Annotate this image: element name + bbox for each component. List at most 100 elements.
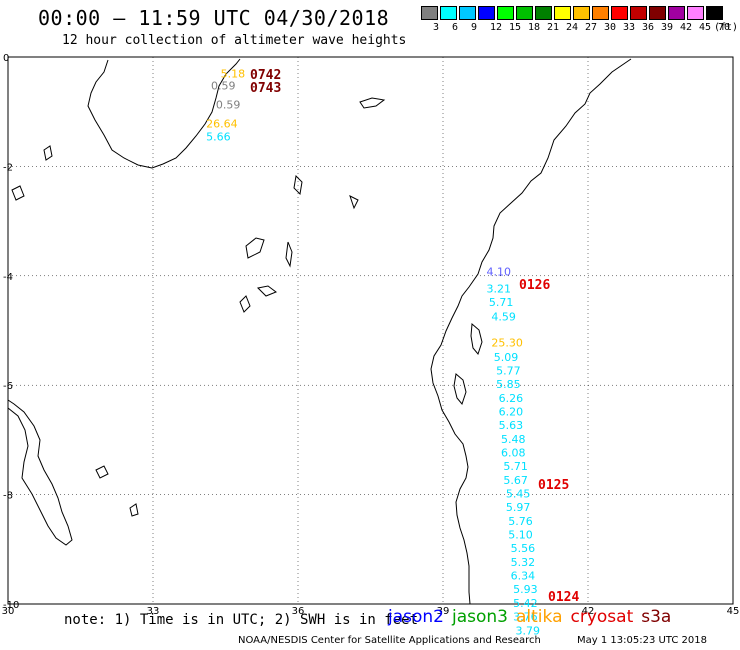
legend-label: 45 <box>699 22 712 33</box>
lat-tick-label: -8 <box>3 491 13 502</box>
wave-height-value: 5.56 <box>511 542 535 555</box>
wave-height-value: 4.10 <box>487 265 512 278</box>
island-small-f <box>95 465 109 479</box>
wave-height-value: 6.34 <box>511 570 535 583</box>
credit-line: NOAA/NESDIS Center for Satellite Applica… <box>238 635 541 646</box>
island-small-g <box>129 503 139 517</box>
legend-swatch <box>459 6 476 20</box>
legend-swatch <box>440 6 457 20</box>
island-small-i <box>11 185 25 201</box>
lon-tick-label: 45 <box>727 606 740 617</box>
legend-label: 9 <box>471 22 478 33</box>
wave-height-value: 4.59 <box>491 310 516 323</box>
wave-height-value: 5.71 <box>489 296 513 309</box>
legend-label: 30 <box>604 22 617 33</box>
legend-swatch <box>497 6 514 20</box>
island-small-d <box>239 295 251 313</box>
lon-tick-label: 33 <box>147 606 160 617</box>
wave-height-value: 26.64 <box>206 118 238 131</box>
legend-swatch <box>687 6 704 20</box>
wave-height-value: 5.10 <box>508 529 533 542</box>
legend-swatch <box>706 6 723 20</box>
wave-height-value: 5.45 <box>506 488 531 501</box>
island-small-c <box>256 285 278 297</box>
pass-label: 0126 <box>519 278 550 293</box>
satellite-name: jason2 <box>388 607 444 627</box>
legend-label: 39 <box>661 22 674 33</box>
wave-height-value: 5.93 <box>513 583 538 596</box>
wave-height-value: 5.85 <box>496 378 520 391</box>
wave-height-value: 25.30 <box>491 337 523 350</box>
legend-swatch <box>554 6 571 20</box>
satellite-legend: jason2 jason3 altika cryosat s3a <box>388 607 679 627</box>
lat-tick-label: -2 <box>3 162 13 173</box>
wave-height-value: 5.09 <box>494 351 519 364</box>
wave-height-value: 5.77 <box>496 364 520 377</box>
legend-label: 15 <box>509 22 522 33</box>
wave-height-value: 6.26 <box>499 392 524 405</box>
chart-subtitle: 12 hour collection of altimeter wave hei… <box>62 33 407 48</box>
coastline-lake-victoria <box>87 58 241 169</box>
satellite-name: s3a <box>641 607 672 627</box>
island-small-b <box>359 97 386 109</box>
lat-tick-label: -10 <box>3 600 19 611</box>
wave-height-value: 5.63 <box>499 419 524 432</box>
pass-label: 0124 <box>548 590 579 605</box>
legend-label: 6 <box>452 22 459 33</box>
coastline-layer <box>7 58 632 605</box>
island-zanzibar <box>470 322 483 356</box>
coastline-east-africa <box>430 58 632 605</box>
legend-swatch <box>630 6 647 20</box>
wave-height-value: 5.42 <box>513 597 538 610</box>
island-mafia <box>453 373 467 406</box>
footer-note: note: 1) Time is in UTC; 2) SWH is in fe… <box>64 612 419 628</box>
island-pemba <box>245 237 265 259</box>
wave-height-value: 5.32 <box>511 556 535 569</box>
pass-label: 0742 <box>250 68 281 83</box>
legend-swatch <box>611 6 628 20</box>
legend-unit: (ft) <box>714 22 739 33</box>
legend-label: 18 <box>528 22 541 33</box>
wave-height-value: 5.71 <box>503 460 527 473</box>
legend-swatch <box>478 6 495 20</box>
wave-height-value: 5.97 <box>506 501 531 514</box>
wave-height-value: 0.59 <box>216 99 241 112</box>
wave-height-value: 6.20 <box>499 405 524 418</box>
legend-swatch <box>421 6 438 20</box>
lon-tick-label: 42 <box>582 606 595 617</box>
island-small-a <box>293 174 303 196</box>
legend-swatch <box>592 6 609 20</box>
legend-swatch <box>668 6 685 20</box>
lon-tick-label: 30 <box>2 606 15 617</box>
observation-layer: 5.180.590.5926.645.664.103.215.714.5925.… <box>206 67 540 637</box>
lon-tick-label: 36 <box>292 606 305 617</box>
lon-tick-label: 39 <box>437 606 450 617</box>
satellite-name: altika <box>516 607 563 627</box>
legend-label: 42 <box>680 22 693 33</box>
wave-height-value: 3.79 <box>516 624 541 637</box>
lat-tick-label: 0 <box>3 53 9 64</box>
wave-height-value: 0.59 <box>211 79 236 92</box>
satellite-name: cryosat <box>570 607 634 627</box>
island-small-h <box>43 145 53 161</box>
generation-timestamp: May 1 13:05:23 UTC 2018 <box>577 635 707 646</box>
wave-height-value: 3.76 <box>513 611 538 624</box>
legend-label: 21 <box>547 22 560 33</box>
chart-title: 00:00 – 11:59 UTC 04/30/2018 <box>38 6 390 30</box>
legend-label: 12 <box>490 22 503 33</box>
wave-height-value: 6.08 <box>501 446 526 459</box>
coastline-lake-tanganyika <box>7 399 73 546</box>
lat-tick-label: -6 <box>3 381 13 392</box>
legend-label: 33 <box>623 22 636 33</box>
legend-swatch <box>516 6 533 20</box>
legend-label: 70 <box>718 22 731 33</box>
wave-height-value: 5.67 <box>503 474 527 487</box>
satellite-name: jason3 <box>452 607 508 627</box>
wave-height-value: 5.48 <box>501 433 526 446</box>
legend-label: 36 <box>642 22 655 33</box>
legend-swatch <box>535 6 552 20</box>
legend-label: 24 <box>566 22 579 33</box>
island-small-e <box>349 195 359 210</box>
lat-tick-label: -4 <box>3 272 13 283</box>
